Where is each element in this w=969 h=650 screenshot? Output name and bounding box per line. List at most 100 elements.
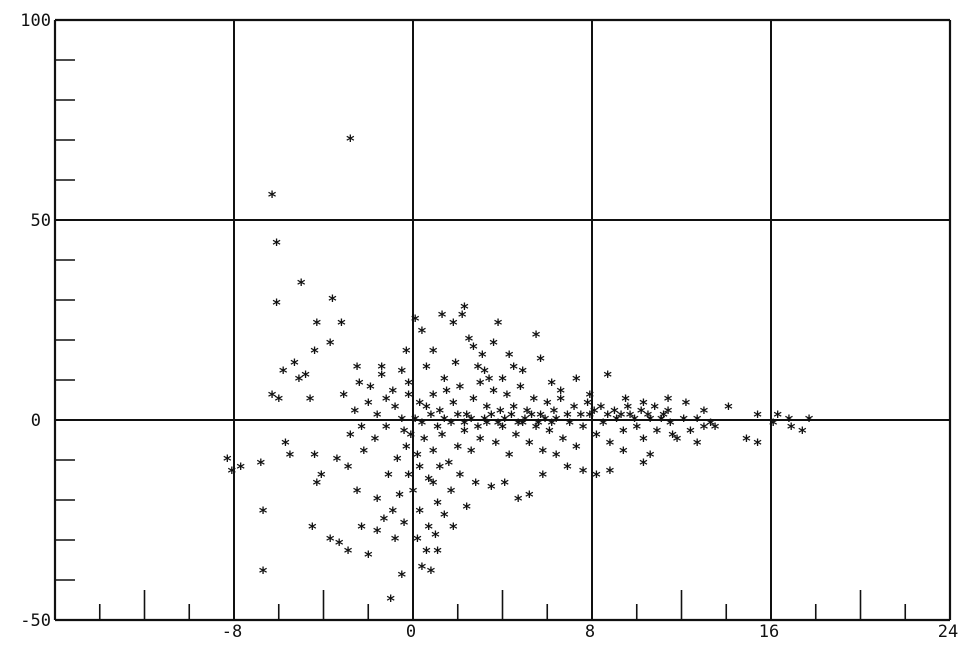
data-point: *	[440, 411, 449, 430]
data-point: *	[463, 499, 472, 518]
data-point: *	[617, 407, 626, 426]
data-point: *	[686, 423, 695, 442]
data-point: *	[409, 483, 418, 502]
data-point: *	[442, 383, 451, 402]
data-point: *	[693, 411, 702, 430]
data-point: *	[456, 379, 465, 398]
x-tick-label: -8	[222, 622, 242, 642]
x-tick-label: 24	[938, 622, 958, 642]
data-point: *	[272, 235, 281, 254]
data-point: *	[619, 443, 628, 462]
data-point: *	[700, 419, 709, 438]
data-point: *	[545, 423, 554, 442]
data-point: *	[413, 531, 422, 550]
data-point: *	[422, 359, 431, 378]
data-point: *	[525, 435, 534, 454]
data-point: *	[742, 431, 751, 450]
data-point: *	[337, 315, 346, 334]
data-point: *	[503, 387, 512, 406]
data-point: *	[505, 347, 514, 366]
data-point: *	[673, 431, 682, 450]
data-point: *	[237, 459, 246, 478]
data-point: *	[646, 447, 655, 466]
data-point: *	[474, 419, 483, 438]
data-point: *	[317, 467, 326, 486]
data-point: *	[259, 563, 268, 582]
data-point: *	[552, 411, 561, 430]
data-point: *	[346, 131, 355, 150]
data-point: *	[366, 379, 375, 398]
data-point: *	[539, 467, 548, 486]
data-point: *	[536, 351, 545, 370]
data-point: *	[785, 411, 794, 430]
data-point: *	[416, 395, 425, 414]
data-point: *	[467, 411, 476, 430]
data-point: *	[460, 423, 469, 442]
data-point: *	[422, 543, 431, 562]
data-point: *	[644, 407, 653, 426]
data-point: *	[668, 427, 677, 446]
data-point: *	[570, 399, 579, 418]
data-point: *	[268, 387, 277, 406]
data-point: *	[610, 403, 619, 422]
data-point: *	[548, 375, 557, 394]
data-point: *	[492, 435, 501, 454]
data-point: *	[451, 355, 460, 374]
data-point: *	[295, 371, 304, 390]
data-point: *	[724, 399, 733, 418]
data-point: *	[523, 403, 532, 422]
data-point: *	[313, 475, 322, 494]
data-point: *	[436, 403, 445, 422]
data-point: *	[297, 275, 306, 294]
data-point: *	[565, 415, 574, 434]
data-point: *	[753, 407, 762, 426]
data-point: *	[418, 323, 427, 342]
data-point: *	[391, 531, 400, 550]
data-point: *	[380, 511, 389, 530]
data-point: *	[711, 419, 720, 438]
data-point: *	[501, 411, 510, 430]
data-point: *	[308, 519, 317, 538]
data-point: *	[480, 411, 489, 430]
data-points: ******* ** **** ***** *** * *** ******* * *******…	[223, 131, 814, 610]
data-point: *	[353, 359, 362, 378]
data-point: *	[357, 419, 366, 438]
data-point: *	[680, 411, 689, 430]
data-point: *	[389, 503, 398, 522]
data-point: *	[603, 407, 612, 426]
data-point: *	[373, 491, 382, 510]
data-point: *	[467, 443, 476, 462]
x-tick-label: 0	[406, 622, 416, 642]
data-point: *	[626, 407, 635, 426]
data-point: *	[798, 423, 807, 442]
x-tick-label: 16	[759, 622, 779, 642]
data-point: *	[404, 387, 413, 406]
data-point: *	[514, 415, 523, 434]
data-point: *	[420, 431, 429, 450]
y-tick-label: 50	[31, 211, 51, 231]
data-point: *	[447, 483, 456, 502]
data-point: *	[400, 423, 409, 442]
data-point: *	[621, 391, 630, 410]
data-point: *	[476, 375, 485, 394]
data-point: *	[364, 395, 373, 414]
data-point: *	[532, 327, 541, 346]
data-point: *	[286, 447, 295, 466]
data-point: *	[507, 407, 516, 426]
data-point: *	[579, 419, 588, 438]
data-point: *	[650, 399, 659, 418]
data-point: *	[525, 487, 534, 506]
data-point: *	[306, 391, 315, 410]
data-point: *	[326, 531, 335, 550]
data-point: *	[440, 371, 449, 390]
data-point: *	[774, 407, 783, 426]
x-tick-label: 8	[585, 622, 595, 642]
data-point: *	[429, 443, 438, 462]
data-point: *	[393, 451, 402, 470]
data-point: *	[391, 399, 400, 418]
data-point: *	[606, 435, 615, 454]
data-point: *	[579, 463, 588, 482]
data-point: *	[373, 523, 382, 542]
data-point: *	[706, 415, 715, 434]
